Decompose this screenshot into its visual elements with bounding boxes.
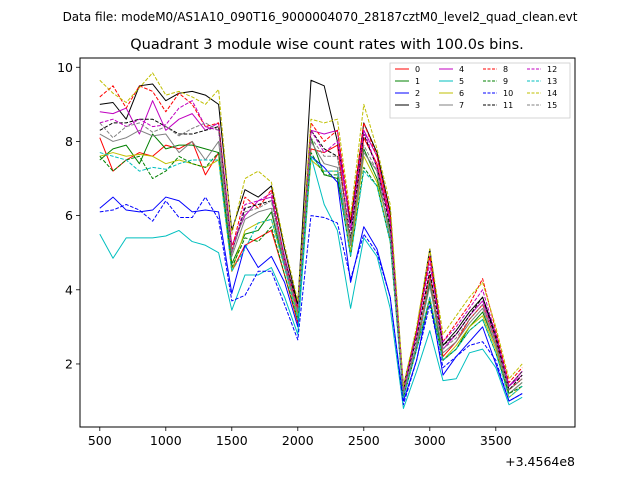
- y-tick-label: 6: [65, 208, 73, 223]
- legend-frame: [389, 62, 571, 119]
- legend-label-15: 15: [547, 101, 557, 110]
- y-tick-label: 8: [65, 134, 73, 149]
- legend-label-14: 14: [547, 89, 557, 98]
- x-offset-label: +3.4564e8: [505, 454, 575, 469]
- legend-label-0: 0: [415, 65, 420, 74]
- legend-label-9: 9: [503, 77, 508, 86]
- legend-label-13: 13: [547, 77, 557, 86]
- legend-label-11: 11: [503, 101, 513, 110]
- legend-label-3: 3: [415, 101, 420, 110]
- legend-label-5: 5: [459, 77, 464, 86]
- y-tick-label: 2: [65, 356, 73, 371]
- chart-supertitle: Data file: modeM0/AS1A10_090T16_90000040…: [63, 10, 578, 24]
- x-tick-label: 3000: [414, 433, 446, 448]
- x-tick-label: 2500: [348, 433, 380, 448]
- y-axis-ticks: 2 4 6 8 10: [57, 60, 80, 371]
- chart-title: Quadrant 3 module wise count rates with …: [130, 37, 524, 53]
- x-tick-label: 2000: [282, 433, 314, 448]
- legend-label-7: 7: [459, 101, 464, 110]
- legend-label-12: 12: [547, 65, 557, 74]
- y-tick-label: 10: [57, 60, 73, 75]
- series-line-13: [99, 152, 523, 398]
- series-line-12: [99, 100, 523, 391]
- series-line-10: [99, 196, 523, 406]
- legend-label-4: 4: [459, 65, 464, 74]
- series-line-0: [99, 137, 523, 395]
- series-line-11: [99, 118, 523, 391]
- legend-label-6: 6: [459, 89, 464, 98]
- series-line-15: [99, 122, 523, 395]
- y-tick-label: 4: [65, 282, 73, 297]
- x-axis-ticks: 500 1000 1500 2000 2500 3000 3500: [88, 427, 512, 448]
- plot-frame: [79, 57, 576, 428]
- legend-label-10: 10: [503, 89, 513, 98]
- series-line-14: [99, 72, 523, 387]
- series-line-3: [99, 79, 523, 387]
- series-lines: [99, 72, 523, 409]
- x-tick-label: 1500: [216, 433, 248, 448]
- legend-label-8: 8: [503, 65, 508, 74]
- x-tick-label: 1000: [150, 433, 182, 448]
- x-tick-label: 3500: [480, 433, 512, 448]
- x-tick-label: 500: [88, 433, 112, 448]
- legend-label-2: 2: [415, 89, 420, 98]
- legend-label-1: 1: [415, 77, 420, 86]
